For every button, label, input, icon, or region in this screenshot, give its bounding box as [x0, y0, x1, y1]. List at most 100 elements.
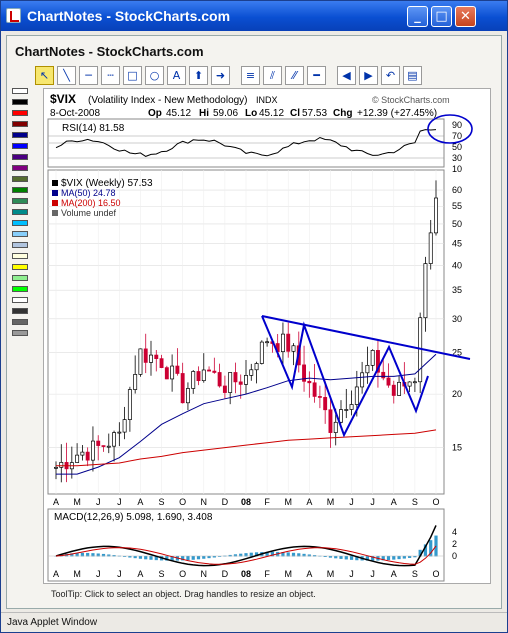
color-swatch[interactable] [12, 297, 28, 303]
month-tick-label: D [222, 497, 229, 507]
legend-swatch [52, 190, 58, 196]
color-swatch[interactable] [12, 154, 28, 160]
select-tool-button[interactable]: ↖ [35, 66, 54, 85]
undo-tool-button[interactable]: ↶ [381, 66, 400, 85]
horizontal-line-tool-button[interactable]: ─ [79, 66, 98, 85]
candle-body [191, 371, 196, 389]
legend-entry: Volume undef [61, 208, 117, 218]
macd-hist-bar [302, 553, 306, 557]
color-swatch[interactable] [12, 319, 28, 325]
color-swatch[interactable] [12, 209, 28, 215]
macd-hist-bar [413, 556, 417, 558]
candle-body [244, 375, 248, 385]
color-swatch[interactable] [12, 132, 28, 138]
ohlc-hi-label: Hi [199, 108, 209, 119]
arrow-right-tool-button[interactable]: ➜ [211, 66, 230, 85]
month-tick-label: J [370, 569, 375, 579]
next-tool-button[interactable]: ▶ [359, 66, 378, 85]
macd-hist-bar [96, 553, 100, 557]
month-tick-label: M [327, 497, 335, 507]
ohlc-cl: 57.53 [302, 108, 327, 119]
chart-canvas[interactable]: $VIX (Volatility Index - New Methodology… [43, 88, 491, 584]
month-tick-label: S [159, 569, 165, 579]
macd-hist-bar [170, 556, 174, 561]
ohlc-cl-label: Cl [290, 108, 300, 119]
color-swatch[interactable] [12, 330, 28, 336]
fan-tool-button[interactable]: ⫽ [263, 66, 282, 85]
minimize-icon: _ [414, 9, 421, 24]
color-swatch[interactable] [12, 165, 28, 171]
color-swatch[interactable] [12, 198, 28, 204]
macd-hist-bar [138, 556, 143, 559]
minimize-button[interactable]: _ [407, 6, 428, 27]
candle-body [344, 409, 349, 411]
color-swatch[interactable] [12, 143, 28, 149]
line-tool-button[interactable]: ╲ [57, 66, 76, 85]
candle-body [386, 377, 391, 386]
candle-body [365, 364, 370, 374]
price-tick-label: 30 [452, 314, 462, 324]
color-swatch[interactable] [12, 220, 28, 226]
color-swatch[interactable] [12, 88, 28, 94]
arrow-up-tool-button[interactable]: ⬆ [189, 66, 208, 85]
macd-hist-bar [128, 556, 132, 558]
candle-body [375, 350, 380, 373]
dash-line-tool-button[interactable]: ┄ [101, 66, 120, 85]
window-titlebar[interactable]: ChartNotes - StockCharts.com _ □ ✕ [1, 1, 507, 31]
ellipse-tool-button[interactable]: ○ [145, 66, 164, 85]
candle-body [381, 371, 386, 379]
candle-body [434, 197, 438, 234]
candle-body [207, 369, 212, 372]
macd-hist-bar [80, 552, 84, 557]
month-tick-label: O [432, 497, 439, 507]
color-swatch[interactable] [12, 286, 28, 292]
month-axis-bottom: A M J J A S O N D 08 F M A M J J A S O [53, 569, 440, 579]
color-swatch[interactable] [12, 187, 28, 193]
candle-body [328, 409, 333, 433]
applet-content: ChartNotes - StockCharts.com ↖ ╲ ─ ┄ □ ○ A ⬆ ➜ ≡ ⫽… [6, 35, 502, 609]
zigzag-tool-button[interactable]: ⁄⁄ [285, 66, 304, 85]
legend-entry: MA(50) 24.78 [61, 188, 116, 198]
rsi-label: RSI(14) 81.58 [62, 123, 125, 134]
vix-chart[interactable]: $VIX (Volatility Index - New Methodology… [44, 89, 492, 585]
color-swatch[interactable] [12, 176, 28, 182]
macd-hist-bar [334, 556, 338, 559]
lines-tool-button[interactable]: ≡ [241, 66, 260, 85]
rsi-tick-label: 70 [452, 131, 462, 141]
month-tick-label: M [327, 569, 335, 579]
maximize-button[interactable]: □ [431, 6, 452, 27]
candle-body [291, 345, 296, 352]
macd-tick-label: 4 [452, 527, 457, 537]
macd-hist-bar [91, 553, 95, 557]
color-swatch[interactable] [12, 110, 28, 116]
prev-tool-button[interactable]: ◀ [337, 66, 356, 85]
color-swatch[interactable] [12, 264, 28, 270]
candle-body [428, 232, 433, 264]
text-tool-button[interactable]: A [167, 66, 186, 85]
color-swatch[interactable] [12, 275, 28, 281]
macd-hist-bar [423, 544, 428, 557]
rsi-annotation-circle[interactable] [427, 114, 473, 144]
color-swatch[interactable] [12, 242, 28, 248]
color-swatch[interactable] [12, 231, 28, 237]
properties-tool-button[interactable]: ▤ [403, 66, 422, 85]
color-swatch[interactable] [12, 253, 28, 259]
rectangle-tool-button[interactable]: □ [123, 66, 142, 85]
color-swatch[interactable] [12, 99, 28, 105]
candle-body [323, 397, 328, 411]
legend-entry: MA(200) 16.50 [61, 198, 121, 208]
minus-tool-button[interactable]: ━ [307, 66, 326, 85]
tooltip-hint: ToolTip: Click to select an object. Drag… [51, 589, 316, 599]
trend-zigzag-annotation[interactable] [261, 315, 429, 438]
color-swatch[interactable] [12, 121, 28, 127]
trendline-annotation[interactable] [261, 315, 471, 360]
month-axis: A M J J A S O N D 08 F M A M J J A S O [53, 497, 440, 507]
chart-symbol: $VIX [50, 92, 76, 106]
color-swatch[interactable] [12, 308, 28, 314]
month-tick-label: A [306, 497, 312, 507]
month-tick-label: M [284, 569, 292, 579]
close-button[interactable]: ✕ [455, 6, 476, 27]
text-icon: A [172, 69, 181, 82]
candle-body [112, 432, 117, 447]
macd-hist-bar [75, 553, 79, 557]
